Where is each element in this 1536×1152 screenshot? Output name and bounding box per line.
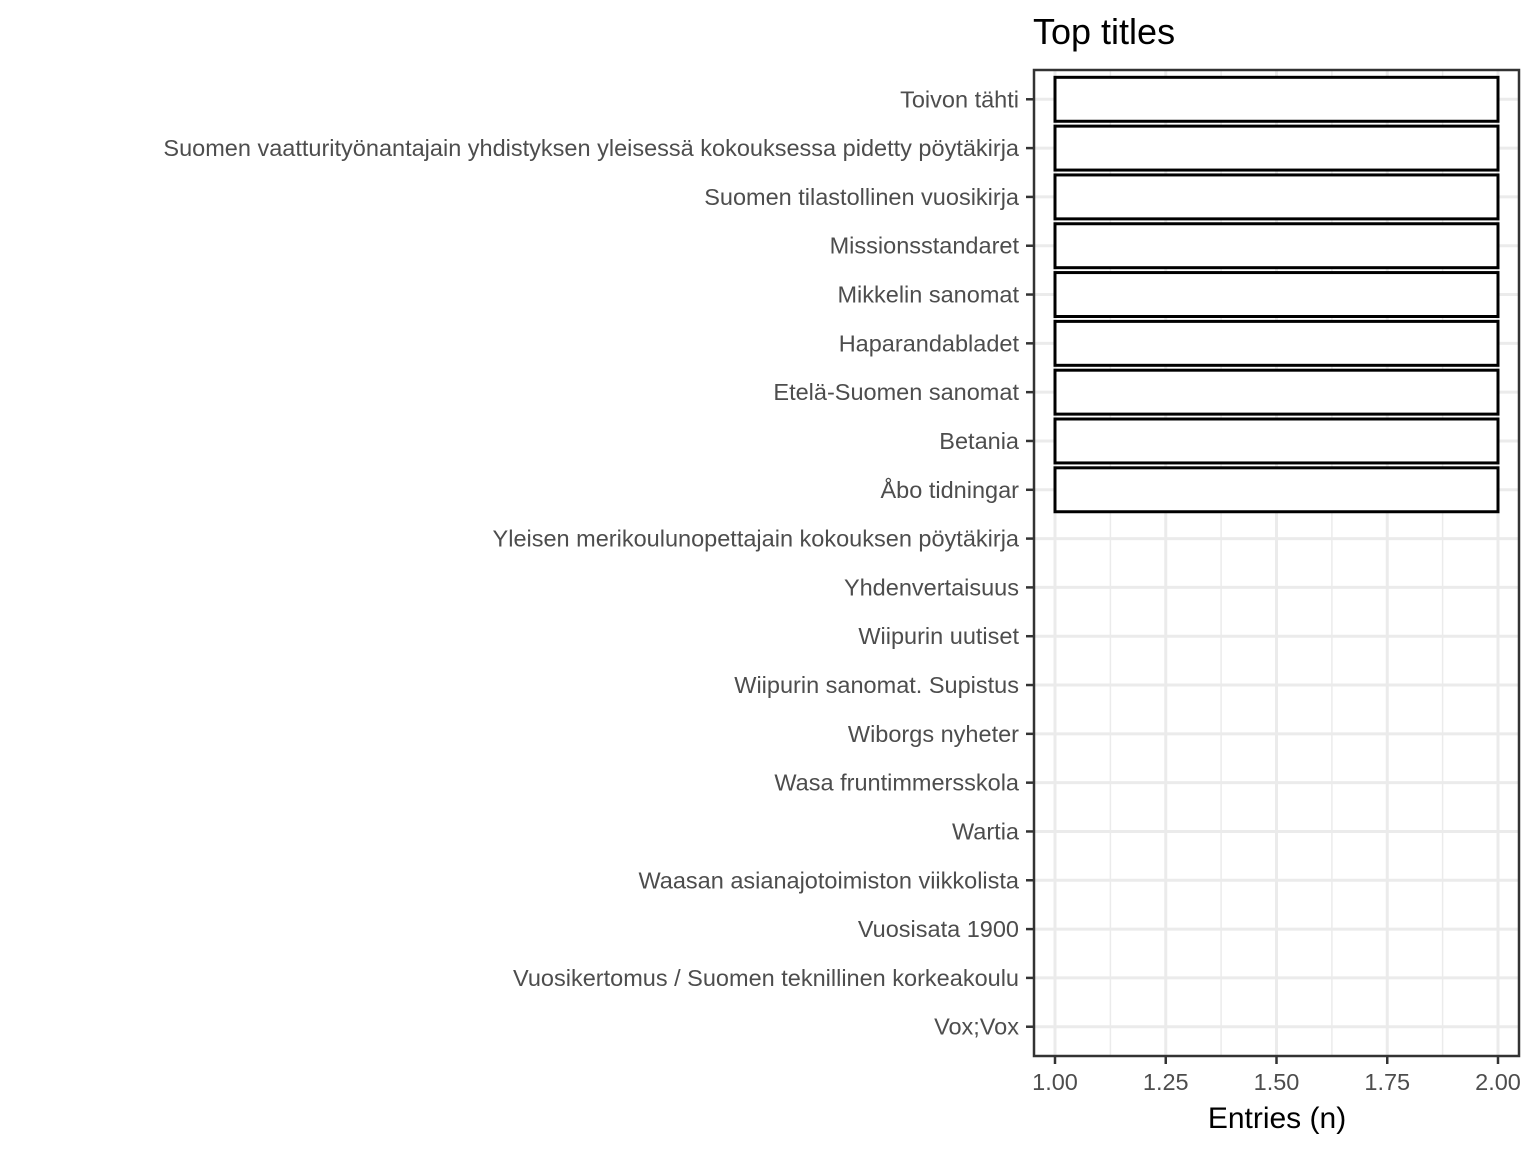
x-tick-label: 1.25 bbox=[1143, 1069, 1189, 1095]
y-tick-label: Vuosisata 1900 bbox=[858, 916, 1019, 942]
bar bbox=[1053, 124, 1500, 172]
bar bbox=[1053, 271, 1500, 318]
bar bbox=[1053, 173, 1500, 221]
y-tick-label: Etelä-Suomen sanomat bbox=[773, 379, 1019, 405]
y-tick-label: Suomen vaatturityönantajain yhdistyksen … bbox=[163, 135, 1020, 161]
x-tick-label: 1.00 bbox=[1032, 1069, 1078, 1095]
x-axis: 1.00 1.25 1.50 1.75 2.00 bbox=[1032, 1056, 1521, 1095]
bar bbox=[1053, 368, 1500, 416]
x-tick-label: 1.50 bbox=[1254, 1069, 1300, 1095]
x-tick-label: 1.75 bbox=[1364, 1069, 1410, 1095]
bar bbox=[1053, 222, 1500, 270]
bar bbox=[1053, 75, 1500, 123]
x-axis-title: Entries (n) bbox=[1208, 1102, 1346, 1135]
bar bbox=[1053, 319, 1500, 367]
y-axis: Toivon tähti Suomen vaatturityönantajain … bbox=[163, 86, 1034, 1040]
y-tick-label: Suomen tilastollinen vuosikirja bbox=[704, 184, 1020, 210]
y-tick-label: Vox;Vox bbox=[934, 1014, 1019, 1040]
bar-layer bbox=[1053, 75, 1500, 514]
y-tick-label: Mikkelin sanomat bbox=[837, 282, 1019, 308]
y-tick-label: Wasa fruntimmersskola bbox=[774, 770, 1020, 796]
y-tick-label: Toivon tähti bbox=[900, 86, 1019, 112]
y-tick-label: Vuosikertomus / Suomen teknillinen korke… bbox=[513, 965, 1019, 991]
y-tick-label: Wiipurin sanomat. Supistus bbox=[734, 672, 1019, 698]
y-tick-label: Yleisen merikoulunopettajain kokouksen p… bbox=[493, 526, 1020, 552]
y-tick-label: Wartia bbox=[952, 818, 1020, 844]
y-tick-label: Haparandabladet bbox=[839, 330, 1020, 356]
y-tick-label: Wiipurin uutiset bbox=[858, 623, 1019, 649]
x-tick-label: 2.00 bbox=[1475, 1069, 1521, 1095]
chart-title: Top titles bbox=[1033, 11, 1175, 52]
y-tick-label: Wiborgs nyheter bbox=[848, 721, 1019, 747]
bar bbox=[1053, 466, 1500, 514]
y-tick-label: Yhdenvertaisuus bbox=[844, 574, 1019, 600]
bar bbox=[1053, 417, 1500, 465]
y-tick-label: Missionsstandaret bbox=[830, 233, 1020, 259]
y-tick-label: Åbo tidningar bbox=[881, 476, 1020, 503]
y-tick-label: Betania bbox=[939, 428, 1020, 454]
y-tick-label: Waasan asianajotoimiston viikkolista bbox=[638, 867, 1019, 893]
